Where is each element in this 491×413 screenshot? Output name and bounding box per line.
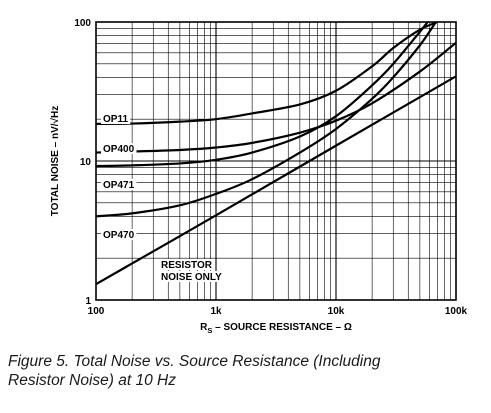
x-axis-label-sub: S	[207, 326, 212, 335]
series-line-op470	[96, 22, 437, 218]
series-line-op471	[96, 22, 429, 168]
series-label-background	[101, 113, 131, 124]
x-tick-label: 1k	[210, 306, 222, 317]
series-label-background	[159, 271, 226, 282]
series-label-background	[101, 229, 137, 240]
series-label-background	[101, 179, 137, 190]
series-label: OP471	[103, 180, 135, 191]
series-label: OP470	[103, 230, 135, 241]
series-line-resistor-noise-only	[96, 75, 456, 286]
series-label: OP400	[103, 144, 135, 155]
x-axis-label-rest: – SOURCE RESISTANCE – Ω	[212, 322, 352, 333]
series-label: NOISE ONLY	[161, 272, 222, 283]
caption-line-1: Figure 5. Total Noise vs. Source Resista…	[8, 353, 381, 370]
x-axis-label: RS – SOURCE RESISTANCE – Ω	[200, 322, 352, 335]
x-tick-label: 10k	[328, 306, 345, 317]
y-tick-label: 100	[74, 18, 91, 29]
caption-line-2: Resistor Noise) at 10 Hz	[8, 372, 176, 389]
series-label-background	[101, 143, 137, 154]
y-tick-labels: 1 10 100	[74, 18, 91, 307]
series-line-op400	[96, 41, 456, 154]
figure-caption: Figure 5. Total Noise vs. Source Resista…	[8, 352, 486, 390]
x-tick-labels: 100 1k 10k 100k	[88, 306, 468, 317]
noise-chart: 100 1k 10k 100k 1 10 100 OP11 OP400 OP471 OP470 R…	[50, 18, 468, 335]
series-label: RESISTOR	[161, 260, 213, 271]
x-tick-label: 100k	[445, 306, 468, 317]
series-label-background	[159, 259, 214, 270]
y-axis-label: TOTAL NOISE – nV/√Hz	[50, 106, 61, 217]
y-tick-label: 1	[85, 296, 91, 307]
chart-grid	[96, 22, 456, 300]
x-tick-label: 100	[88, 306, 105, 317]
x-axis-label-main: R	[200, 322, 208, 333]
plot-frame	[95, 21, 457, 301]
series-lines	[96, 22, 456, 286]
series-line-op11	[96, 22, 438, 125]
series-label: OP11	[103, 114, 128, 125]
y-tick-label: 10	[80, 157, 92, 168]
